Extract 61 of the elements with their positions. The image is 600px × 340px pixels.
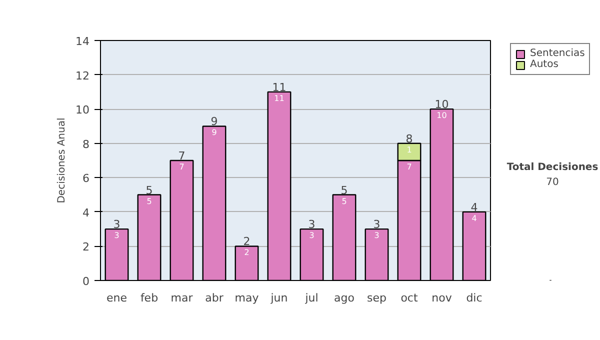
data-label: 2 — [244, 248, 250, 258]
legend-label: Autos — [530, 59, 558, 70]
data-label: 1 — [406, 145, 412, 154]
data-label: 3 — [309, 231, 314, 240]
data-label: 3 — [114, 231, 120, 240]
x-tick-label: sep — [367, 292, 387, 304]
y-tick-label: 10 — [76, 104, 90, 117]
data-label: 11 — [274, 94, 284, 103]
data-label: 4 — [472, 214, 477, 223]
total-label: 3 — [113, 218, 120, 232]
text: Total Decisiones — [506, 162, 598, 174]
data-label: 7 — [179, 162, 184, 172]
total-label: 10 — [434, 98, 449, 112]
x-tick-label: abr — [205, 292, 224, 304]
data-label: 5 — [146, 196, 152, 206]
y-tick-label: 0 — [82, 275, 90, 288]
legend-label: Sentencias — [530, 48, 585, 59]
bar — [300, 228, 324, 280]
total-label: 8 — [406, 132, 413, 146]
total-label: 5 — [340, 184, 348, 197]
x-tick-label: ago — [334, 292, 355, 304]
x-tick-label: mar — [170, 292, 194, 304]
y-axis-title: Decisiones Anual — [56, 118, 68, 204]
x-tick-label: nov — [432, 292, 452, 304]
total-label: 3 — [373, 218, 380, 232]
x-tick-label: jun — [270, 292, 288, 304]
bar — [430, 108, 454, 280]
total-label: 2 — [243, 235, 250, 248]
data-label: 3 — [374, 231, 380, 240]
x-tick-label: oct — [400, 292, 418, 304]
bar — [170, 160, 194, 280]
total-label: 3 — [308, 218, 316, 232]
y-tick-label: 8 — [82, 138, 90, 151]
x-tick-label: feb — [140, 292, 158, 304]
total-label: 4 — [470, 200, 478, 214]
y-tick-label: 2 — [82, 240, 90, 254]
data-label: 5 — [342, 196, 347, 206]
x-tick-label: ene — [106, 292, 128, 304]
y-tick-label: 4 — [82, 206, 90, 220]
data-label: 7 — [406, 162, 412, 172]
bar — [332, 194, 356, 280]
x-tick-label: jul — [304, 292, 318, 304]
bar — [202, 126, 226, 280]
bar — [137, 194, 162, 280]
total-label: 9 — [210, 115, 218, 128]
bar — [104, 228, 129, 280]
x-tick-label: dic — [466, 292, 482, 304]
bar — [462, 211, 486, 280]
text: 70 — [546, 176, 559, 188]
data-label: 10 — [436, 111, 447, 120]
total-label: 5 — [146, 184, 153, 197]
y-tick-label: 12 — [76, 69, 90, 82]
data-label: 9 — [212, 128, 217, 138]
bar — [364, 228, 389, 280]
total-label: 7 — [178, 150, 186, 162]
bar — [267, 91, 292, 280]
total-label: 11 — [272, 80, 286, 94]
y-tick-label: 14 — [76, 35, 90, 48]
bar — [234, 246, 259, 280]
y-tick-label: 6 — [82, 172, 90, 186]
x-tick-label: may — [234, 292, 260, 304]
